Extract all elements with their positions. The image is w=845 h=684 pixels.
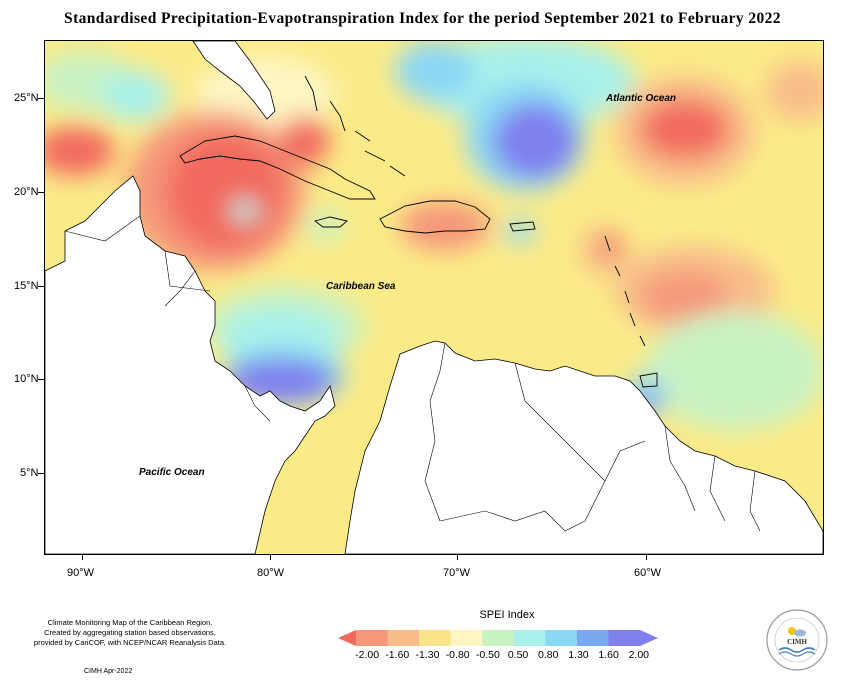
legend-ticks: -2.00 -1.60 -1.30 -0.80 -0.50 0.50 0.80 … — [352, 649, 654, 661]
legend-swatch — [640, 630, 658, 646]
label-atlantic-ocean: Atlantic Ocean — [606, 93, 677, 104]
legend-tick-label: -0.80 — [445, 649, 470, 661]
lat-tick — [38, 192, 44, 193]
lon-tick — [270, 554, 271, 560]
legend-tick-label: 1.60 — [598, 649, 619, 661]
lat-label-10n: 10°N — [14, 373, 39, 385]
legend-tick-label: -1.30 — [415, 649, 440, 661]
legend-tick-label: -0.50 — [475, 649, 500, 661]
lon-label-70w: 70°W — [443, 567, 471, 579]
lat-label-15n: 15°N — [14, 280, 39, 292]
legend-swatch — [513, 630, 546, 646]
legend-tick-label: -2.00 — [355, 649, 380, 661]
legend-swatch — [608, 630, 641, 646]
lat-tick — [38, 98, 44, 99]
cuba-outline — [179, 135, 376, 200]
legend-swatch — [356, 630, 389, 646]
bahamas-outline — [304, 75, 406, 177]
south-america — [344, 340, 823, 554]
land-masses — [45, 41, 823, 554]
cimh-logo: CIMH — [766, 609, 828, 671]
legend-swatch — [450, 630, 483, 646]
lon-label-80w: 80°W — [257, 567, 285, 579]
lon-tick — [82, 554, 83, 560]
logo-text: CIMH — [787, 638, 807, 646]
spei-map — [44, 40, 824, 555]
credit-line: provided by CariCOF, with NCEP/NCAR Rean… — [33, 638, 227, 647]
credit-line: Climate Monitoring Map of the Caribbean … — [47, 618, 213, 627]
legend-tick-label: 2.00 — [628, 649, 649, 661]
country-borders — [64, 215, 761, 532]
lat-label-20n: 20°N — [14, 186, 39, 198]
legend-tick-label: 1.30 — [568, 649, 589, 661]
central-america — [45, 175, 336, 554]
lat-tick — [38, 286, 44, 287]
legend-title: SPEI Index — [479, 609, 535, 621]
legend-swatch — [545, 630, 578, 646]
spei-map-canvas — [45, 41, 823, 554]
lon-tick — [457, 554, 458, 560]
wave-icon — [778, 647, 816, 653]
spei-shading — [45, 41, 823, 541]
lat-tick — [38, 379, 44, 380]
lat-label-25n: 25°N — [14, 92, 39, 104]
legend-swatch — [419, 630, 452, 646]
legend-tick-label: -1.60 — [385, 649, 410, 661]
logo-inner-ring — [774, 617, 820, 663]
florida — [192, 41, 276, 120]
legend-swatch — [576, 630, 609, 646]
trinidad-outline — [639, 372, 658, 388]
lesser-antilles-outline — [604, 235, 646, 347]
credit-date: CIMH Apr-2022 — [84, 668, 133, 675]
legend-swatch — [387, 630, 420, 646]
legend-tick-label: 0.80 — [538, 649, 559, 661]
jamaica-outline — [313, 216, 348, 228]
lat-tick — [38, 473, 44, 474]
puerto-rico-outline — [509, 221, 536, 232]
lon-tick — [646, 554, 647, 560]
legend-tick-label: 0.50 — [507, 649, 529, 661]
map-credits: Climate Monitoring Map of the Caribbean … — [30, 618, 230, 648]
hispaniola-outline — [379, 200, 491, 234]
credit-line: Created by aggregating station based obs… — [44, 628, 216, 637]
lon-label-90w: 90°W — [67, 567, 95, 579]
map-title: Standardised Precipitation-Evapotranspir… — [64, 10, 781, 27]
cloud-icon — [794, 629, 806, 637]
wave-icon — [778, 651, 816, 657]
lat-label-5n: 5°N — [20, 467, 39, 479]
legend-swatch — [482, 630, 515, 646]
legend-colorbar — [338, 630, 658, 646]
lon-label-60w: 60°W — [634, 567, 662, 579]
label-caribbean-sea: Caribbean Sea — [326, 281, 396, 292]
label-pacific-ocean: Pacific Ocean — [139, 467, 205, 478]
island-outlines — [179, 75, 658, 388]
legend-swatch — [338, 630, 356, 646]
